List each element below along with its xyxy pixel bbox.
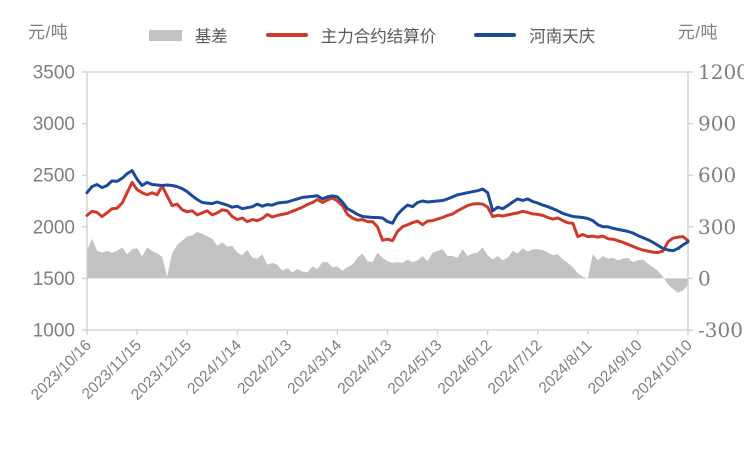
y-right-tick-label: -300: [698, 318, 743, 342]
left-axis-unit-label: 元/吨: [28, 23, 69, 42]
legend-label-basis: 基差: [194, 28, 228, 46]
y-left-tick-label: 2500: [33, 166, 75, 187]
x-tick-label: 2024/7/12: [485, 337, 546, 398]
basis-area-swatch-icon: [148, 29, 182, 41]
plot-border: [86, 71, 689, 331]
y-right-tick-label: 300: [698, 215, 736, 239]
y-left-tick-label: 1000: [33, 321, 75, 342]
legend-label-futures: 主力合约结算价: [320, 28, 437, 46]
legend-item-basis: 基差: [148, 23, 228, 47]
spot-line-swatch-icon: [474, 33, 517, 37]
y-right-tick-label: 0: [698, 266, 711, 290]
legend: 基差 主力合约结算价 河南天庆: [0, 23, 744, 47]
y-right-tick-label: 900: [698, 112, 736, 136]
right-axis-unit-label: 元/吨: [677, 23, 718, 42]
legend-label-spot: 河南天庆: [529, 28, 596, 46]
y-left-tick-label: 3000: [33, 114, 75, 135]
y-right-tick-label: 600: [698, 163, 736, 187]
spot-line-series: [85, 169, 690, 253]
y-left-tick-label: 3500: [33, 63, 75, 84]
legend-item-futures: 主力合约结算价: [265, 23, 437, 47]
y-left-tick-label: 1500: [33, 269, 75, 290]
futures-line-series: [85, 180, 690, 255]
y-left-tick-label: 2000: [33, 217, 75, 238]
basis-area-series: [87, 232, 688, 293]
y-right-tick-label: 1200: [698, 60, 744, 84]
legend-item-spot: 河南天庆: [474, 23, 595, 47]
futures-line-swatch-icon: [265, 33, 308, 37]
